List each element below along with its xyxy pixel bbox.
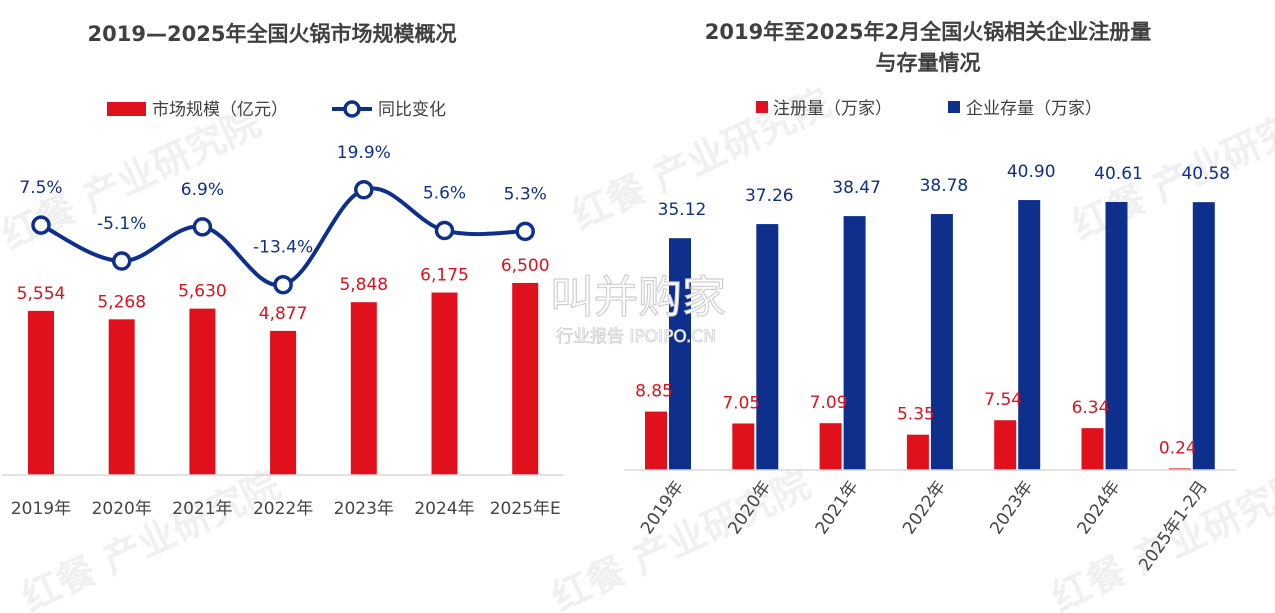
left-xtick-1: 2020年 (92, 499, 152, 519)
left-bar-label-0: 5,554 (17, 284, 66, 304)
right-stock-bar-1 (756, 224, 779, 470)
left-xtick-3: 2022年 (253, 499, 313, 519)
right-legend-stock-label: 企业存量（万家） (966, 99, 1102, 119)
right-reg-bar-0 (645, 411, 667, 470)
left-yoy-label-3: -13.4% (253, 238, 313, 258)
right-stock-label-0: 35.12 (658, 200, 707, 220)
right-reg-label-5: 6.34 (1072, 398, 1110, 418)
right-stock-bar-2 (843, 216, 866, 470)
left-bar-5 (431, 292, 458, 475)
left-xtick-2: 2021年 (172, 499, 232, 519)
left-yoy-label-2: 6.9% (181, 180, 224, 200)
watermark-diagonal-4: 红餐 产业研究院 (15, 462, 287, 613)
left-yoy-point-4 (354, 180, 374, 200)
right-stock-label-5: 40.61 (1094, 164, 1143, 184)
left-bar-label-3: 4,877 (259, 304, 308, 324)
left-bar-6 (512, 282, 539, 475)
right-reg-bar-6 (1168, 468, 1191, 470)
right-stock-label-3: 38.78 (920, 176, 969, 196)
right-chart-title: 2019年至2025年2月全国火锅相关企业注册量 (705, 20, 1152, 44)
right-reg-label-2: 7.09 (810, 393, 848, 413)
left-bar-label-6: 6,500 (501, 256, 550, 276)
right-xtick-3: 2022年 (899, 477, 950, 538)
right-bars-group (645, 200, 1215, 470)
left-yoy-point-1 (111, 251, 132, 271)
right-chart-title-line2: 与存量情况 (876, 51, 981, 75)
right-xtick-2: 2021年 (812, 477, 863, 538)
left-xtick-6: 2025年E (490, 499, 561, 519)
center-brand-text: 叫并购家 (550, 272, 726, 323)
left-bars-group (28, 282, 539, 475)
left-xtick-5: 2024年 (414, 499, 474, 519)
right-reg-label-4: 7.54 (984, 390, 1022, 410)
left-yoy-label-6: 5.3% (504, 184, 547, 204)
left-bar-1 (108, 319, 135, 475)
right-bar-labels-group: 8.85 35.12 7.05 37.26 7.09 38.47 5.35 38.78 7.54… (635, 162, 1230, 458)
right-stock-label-2: 38.47 (832, 178, 881, 198)
right-xtick-5: 2024年 (1074, 477, 1125, 538)
right-stock-bar-3 (930, 214, 953, 470)
left-bar-4 (350, 302, 377, 475)
left-yoy-points-group (31, 180, 535, 295)
left-bar-label-4: 5,848 (339, 275, 388, 295)
left-bar-0 (28, 310, 54, 475)
left-legend-bar-swatch (107, 102, 146, 116)
left-yoy-point-3 (273, 274, 293, 295)
left-xticks-group: 2019年 2020年 2021年 2022年 2023年 2024年 2025年E (11, 499, 561, 519)
left-legend-line-marker (343, 100, 361, 118)
right-reg-bar-4 (994, 420, 1017, 470)
right-reg-label-1: 7.05 (722, 393, 760, 413)
left-legend: 市场规模（亿元） 同比变化 (107, 100, 446, 120)
left-yoy-point-5 (434, 220, 455, 241)
right-stock-bar-4 (1018, 200, 1041, 470)
left-chart-title: 2019—2025年全国火锅市场规模概况 (88, 22, 457, 46)
right-reg-label-0: 8.85 (635, 382, 673, 402)
right-legend-reg-swatch (756, 101, 768, 113)
left-legend-line-label: 同比变化 (378, 100, 446, 120)
right-stock-bar-0 (669, 238, 691, 470)
right-stock-bar-5 (1105, 201, 1128, 470)
left-yoy-point-0 (31, 215, 51, 235)
center-brand-watermark: 叫并购家 行业报告 IPOIPO.CN (549, 271, 726, 347)
right-stock-label-1: 37.26 (745, 186, 794, 206)
left-bar-3 (270, 330, 297, 475)
center-brand-subtext: 行业报告 IPOIPO.CN (556, 327, 716, 347)
right-reg-label-3: 5.35 (897, 405, 935, 425)
left-yoy-label-0: 7.5% (19, 178, 62, 198)
right-reg-bar-2 (819, 423, 842, 470)
left-yoy-point-2 (192, 217, 213, 237)
left-bar-labels-group: 5,554 5,268 5,630 4,877 5,848 6,175 6,500 (17, 256, 550, 324)
right-stock-label-6: 40.58 (1181, 164, 1230, 184)
left-yoy-label-5: 5.6% (423, 184, 466, 204)
right-reg-bar-1 (732, 423, 755, 470)
left-yoy-point-6 (515, 221, 535, 242)
right-legend-reg-label: 注册量（万家） (773, 99, 892, 119)
left-yoy-label-4: 19.9% (337, 143, 391, 163)
left-bar-2 (189, 308, 216, 475)
right-legend-stock-swatch (948, 101, 960, 113)
left-yoy-labels-group: 7.5% -5.1% 6.9% -13.4% 19.9% 5.6% 5.3% (19, 143, 546, 258)
right-stock-label-4: 40.90 (1007, 162, 1056, 182)
left-xtick-4: 2023年 (334, 499, 394, 519)
right-reg-label-6: 0.24 (1159, 438, 1197, 458)
left-xtick-0: 2019年 (11, 499, 71, 519)
right-reg-bar-3 (906, 434, 929, 470)
left-legend-bar-label: 市场规模（亿元） (152, 100, 288, 120)
right-xtick-4: 2023年 (986, 477, 1037, 538)
right-reg-bar-5 (1081, 428, 1104, 470)
left-bar-label-1: 5,268 (97, 292, 146, 312)
left-bar-label-2: 5,630 (178, 282, 227, 302)
right-stock-bar-6 (1192, 202, 1215, 470)
right-legend: 注册量（万家） 企业存量（万家） (756, 99, 1102, 119)
left-yoy-label-1: -5.1% (97, 214, 146, 234)
left-bar-label-5: 6,175 (420, 266, 469, 286)
